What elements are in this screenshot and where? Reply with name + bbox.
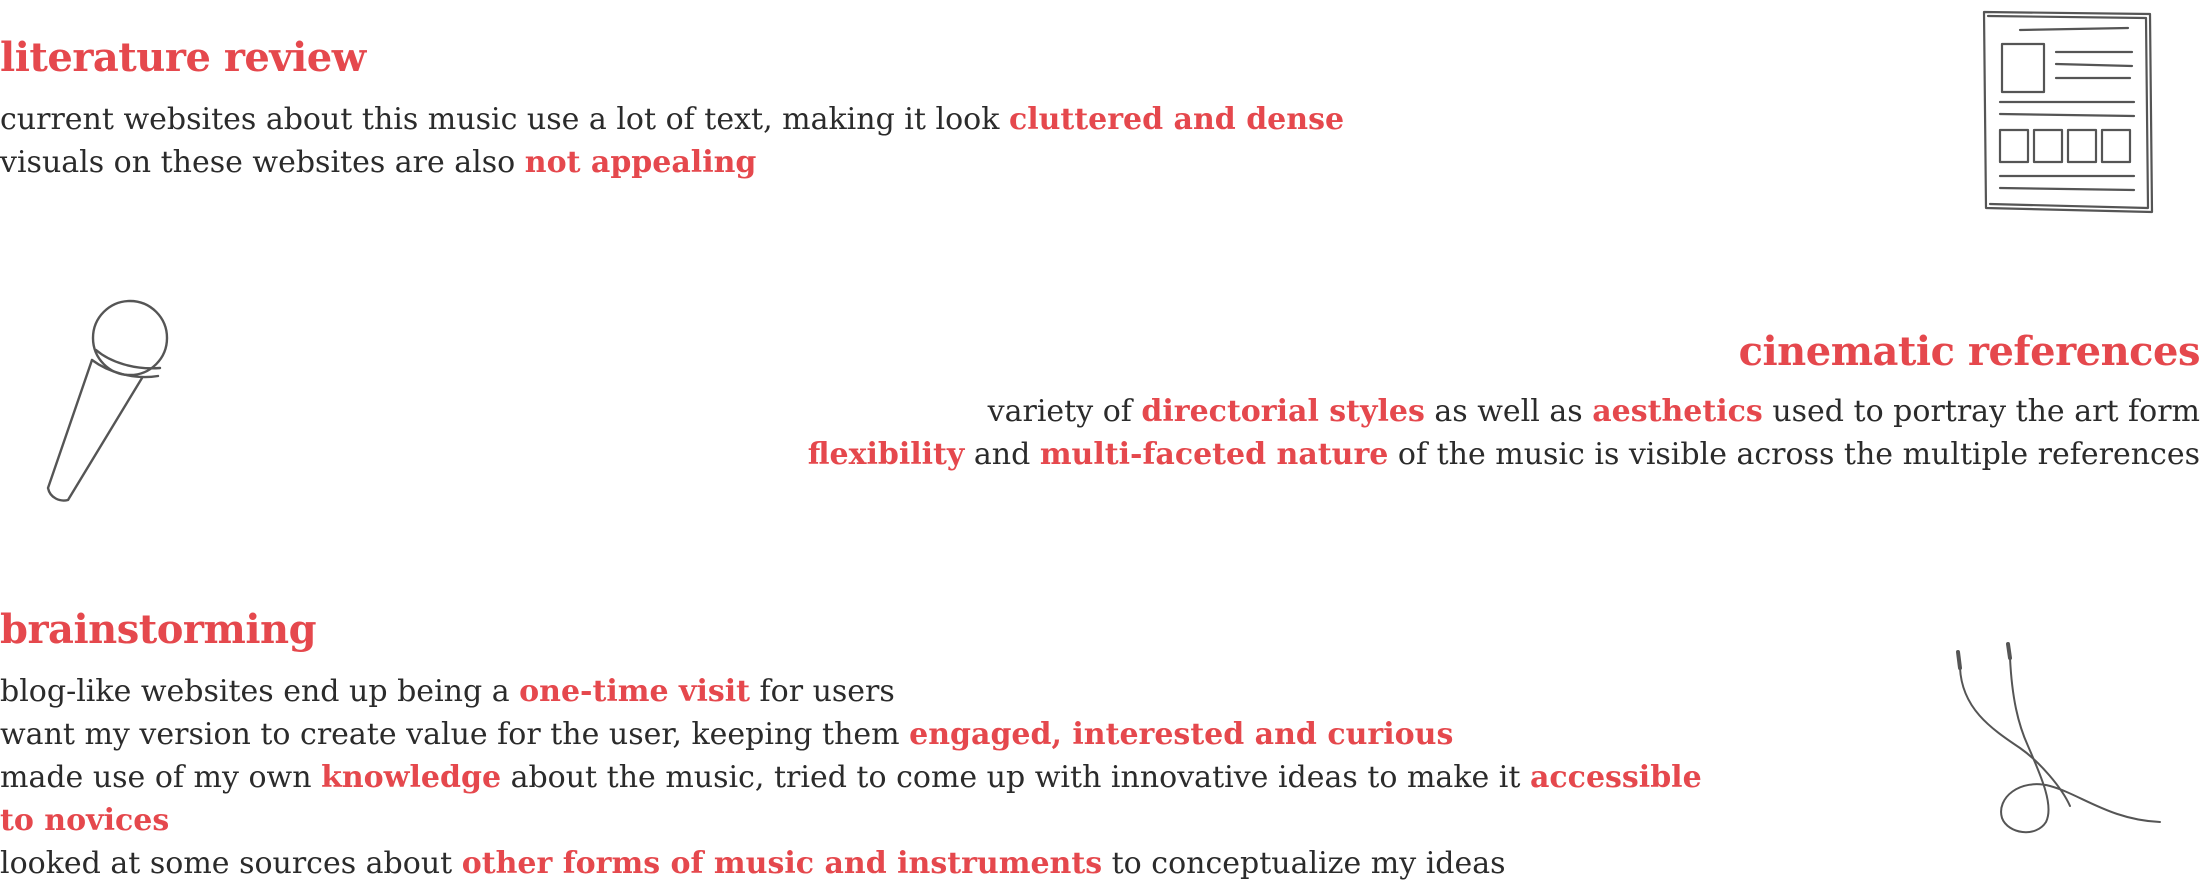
highlight-text: aesthetics [1592,394,1763,429]
cinematic-references-line: variety of directorial styles as well as… [700,390,2200,433]
highlight-text: directorial styles [1141,394,1425,429]
highlight-text: one-time visit [519,674,750,709]
microphone-sketch-icon [46,299,169,502]
body-text: want my version to create value for the … [0,717,910,752]
body-text: current websites about this music use a … [0,102,1009,137]
highlight-text: engaged, interested and curious [909,717,1454,752]
highlight-text: other forms of music and instruments [461,846,1103,881]
body-text: made use of my own [0,760,322,795]
literature-review-line: visuals on these websites are also not a… [0,141,1500,184]
highlight-text: not appealing [524,145,757,180]
body-text: looked at some sources about [0,846,462,881]
body-text: about the music, tried to come up with i… [501,760,1530,795]
highlight-text: multi-faceted nature [1039,437,1389,472]
highlight-text: accessible to novices [0,760,1702,838]
brainstorming-line: want my version to create value for the … [0,713,1720,756]
highlight-text: knowledge [321,760,502,795]
body-text: visuals on these websites are also [0,145,525,180]
cinematic-references-heading: cinematic references [1738,328,2200,375]
body-text: to conceptualize my ideas [1102,846,1506,881]
body-text: variety of [987,394,1142,429]
body-text: blog-like websites end up being a [0,674,520,709]
brainstorming-section: brainstorming blog-like websites end up … [0,608,1720,885]
literature-review-section: literature review current websites about… [0,36,1500,184]
literature-review-heading: literature review [0,34,366,81]
body-text: as well as [1424,394,1593,429]
brainstorming-heading: brainstorming [0,606,317,653]
document-sketch-icon [1982,10,2154,214]
highlight-text: flexibility [807,437,965,472]
body-text: for users [750,674,895,709]
earphones-sketch-icon [1956,642,2161,834]
cinematic-references-line: flexibility and multi-faceted nature of … [700,433,2200,476]
body-text: used to portray the art form [1762,394,2200,429]
cinematic-references-section: cinematic references variety of director… [700,330,2200,476]
brainstorming-line: blog-like websites end up being a one-ti… [0,670,1720,713]
brainstorming-line: looked at some sources about other forms… [0,842,1720,885]
body-text: of the music is visible across the multi… [1388,437,2200,472]
literature-review-line: current websites about this music use a … [0,98,1500,141]
highlight-text: cluttered and dense [1008,102,1345,137]
brainstorming-line: made use of my own knowledge about the m… [0,756,1720,842]
body-text: and [964,437,1040,472]
